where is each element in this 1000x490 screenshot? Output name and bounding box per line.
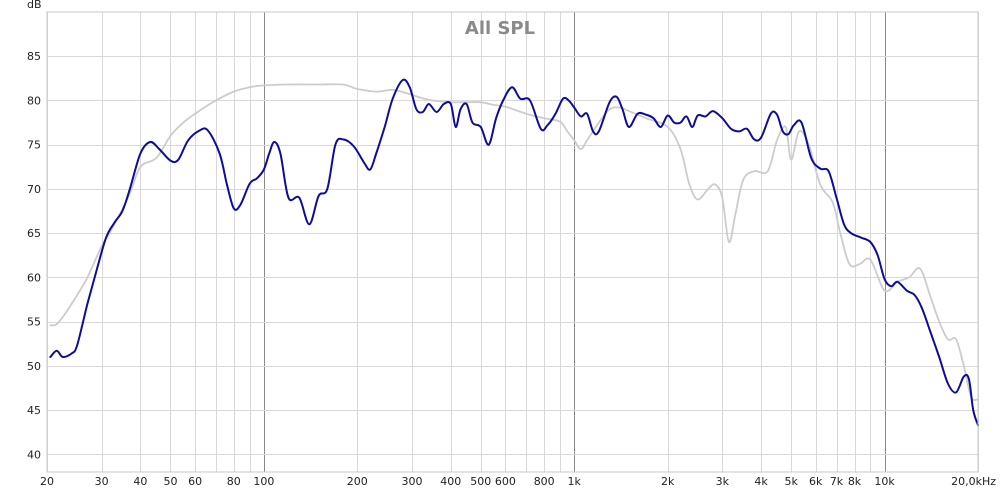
- x-tick-label: 800: [534, 475, 555, 488]
- series-line-measured: [49, 78, 979, 427]
- x-tick-label: 5k: [785, 475, 799, 488]
- y-tick-label: 75: [27, 139, 41, 152]
- x-tick-label: 400: [440, 475, 461, 488]
- series-layer: [49, 78, 979, 427]
- x-tick-label: 4k: [754, 475, 768, 488]
- x-tick-label: 500: [470, 475, 491, 488]
- x-tick-label: 80: [227, 475, 241, 488]
- y-tick-label: 60: [27, 271, 41, 284]
- x-tick-label: 8k: [848, 475, 862, 488]
- y-tick-label: 80: [27, 95, 41, 108]
- x-tick-label: 6k: [809, 475, 823, 488]
- y-tick-label: 50: [27, 360, 41, 373]
- x-tick-label: 30: [95, 475, 109, 488]
- x-tick-label: 3k: [716, 475, 730, 488]
- x-tick-label: 100: [253, 475, 274, 488]
- x-tick-label: 20: [40, 475, 54, 488]
- plot-background: [47, 12, 978, 472]
- x-tick-label: 600: [495, 475, 516, 488]
- x-tick-label: 7k: [830, 475, 844, 488]
- y-tick-label: 45: [27, 404, 41, 417]
- x-tick-label: 2k: [661, 475, 675, 488]
- series-line-reference: [49, 83, 979, 401]
- x-tick-label: 40: [133, 475, 147, 488]
- y-tick-label: 70: [27, 183, 41, 196]
- x-tick-label: 10k: [874, 475, 895, 488]
- grid: [47, 12, 979, 472]
- x-tick-label: 20,0kHz: [951, 475, 996, 488]
- y-tick-label: 55: [27, 316, 41, 329]
- y-tick-label: 65: [27, 227, 41, 240]
- x-tick-labels: 20 30 40 50 60 80 100 200 300 400 500 600 800 1k 2k 3k 4…: [40, 475, 996, 488]
- x-tick-label: 200: [347, 475, 368, 488]
- plot-frame: [46, 11, 979, 473]
- x-tick-label: 1k: [568, 475, 582, 488]
- y-tick-label: 85: [27, 50, 41, 63]
- y-tick-label: 40: [27, 448, 41, 461]
- chart-title: All SPL: [465, 18, 535, 39]
- x-tick-label: 50: [164, 475, 178, 488]
- y-tick-labels: 40 45 50 55 60 65 70 75 80 85: [27, 50, 41, 461]
- y-axis-label: dB: [27, 0, 42, 11]
- x-tick-label: 300: [402, 475, 423, 488]
- x-tick-label: 60: [188, 475, 202, 488]
